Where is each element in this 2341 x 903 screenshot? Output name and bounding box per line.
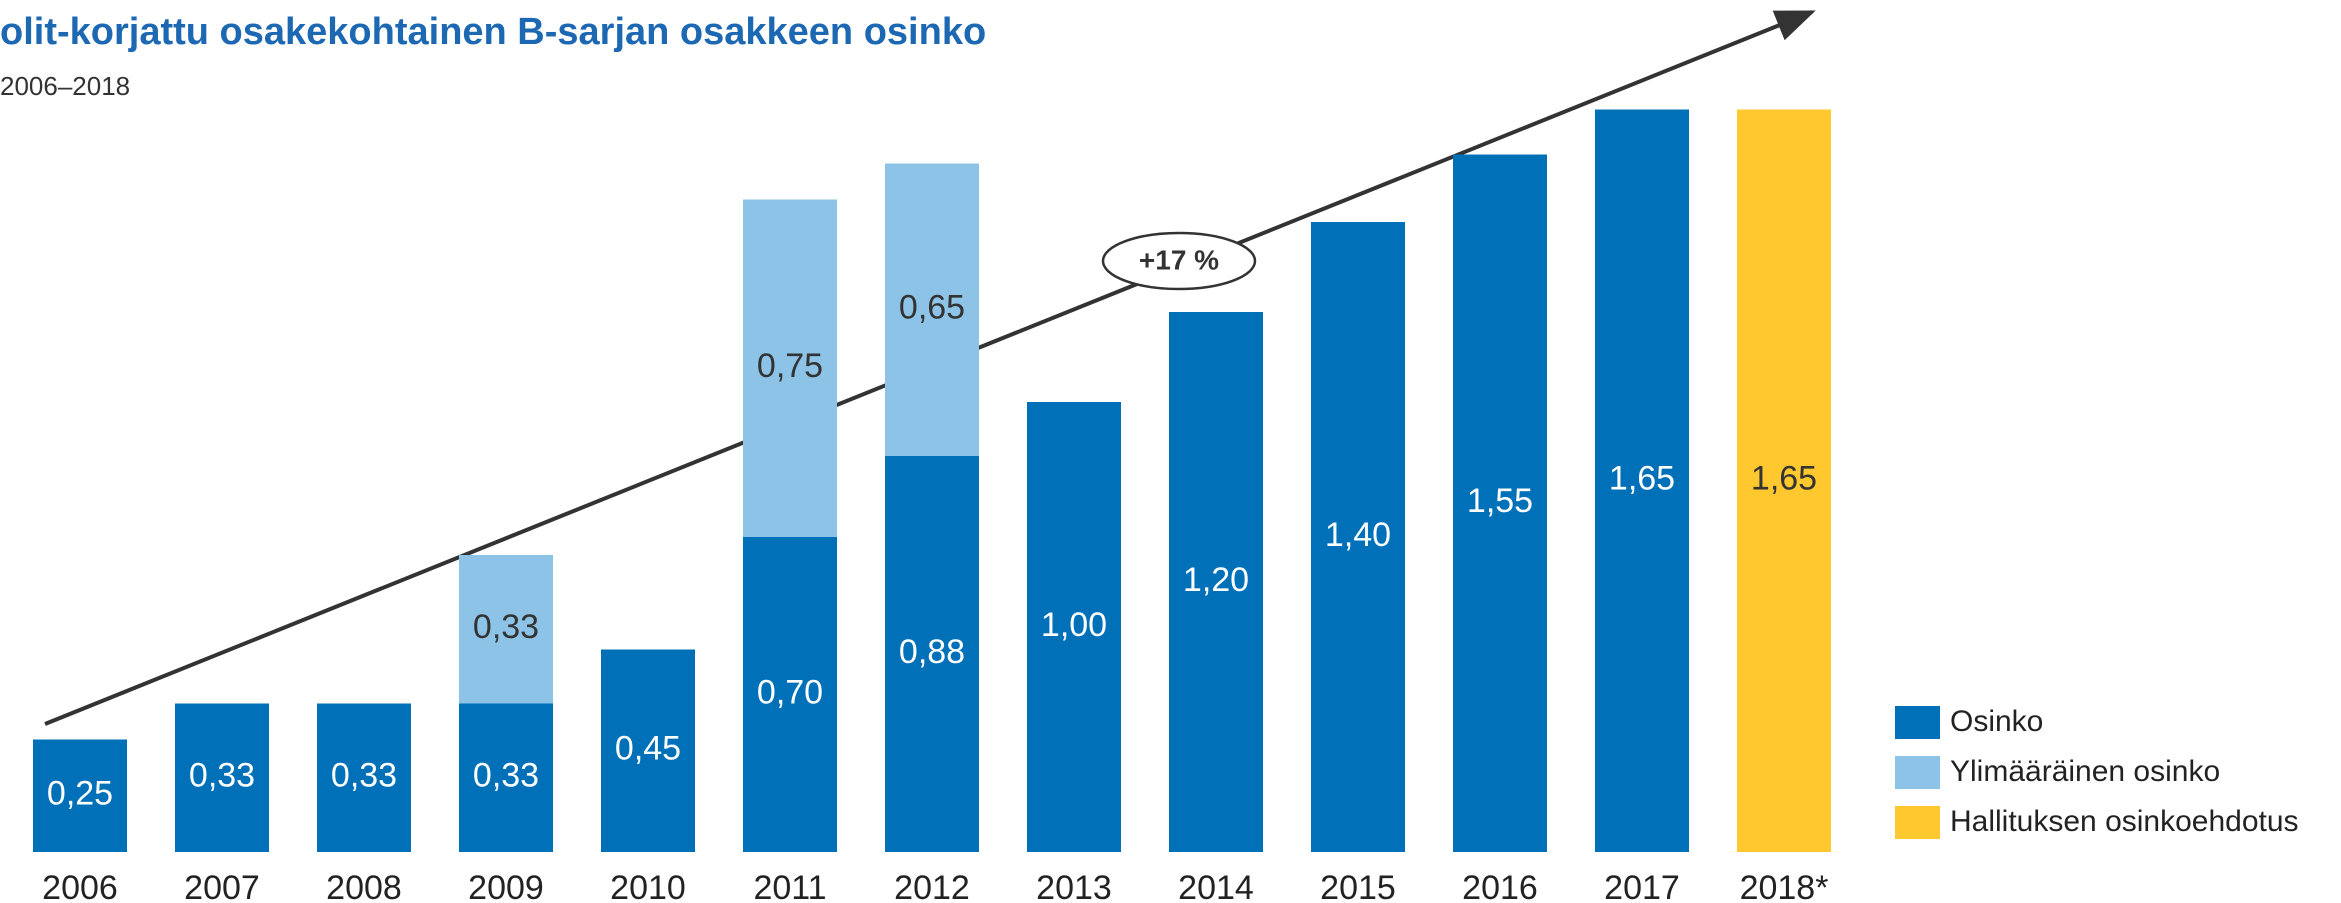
value-label: 1,65 <box>1751 460 1817 498</box>
x-tick-label: 2009 <box>468 869 544 903</box>
legend-swatch <box>1895 756 1940 789</box>
value-label: 1,00 <box>1041 606 1107 644</box>
x-tick-label: 2013 <box>1036 869 1112 903</box>
bar-segment <box>459 703 553 852</box>
value-label: 1,40 <box>1325 516 1391 554</box>
bar-segment <box>1737 109 1831 852</box>
value-label: 1,55 <box>1467 482 1533 520</box>
x-tick-label: 2014 <box>1178 869 1254 903</box>
x-tick-label: 2016 <box>1462 869 1538 903</box>
bar-segment <box>743 537 837 852</box>
legend-label: Osinko <box>1950 705 2043 738</box>
value-label: 0,33 <box>189 757 255 795</box>
bar-segment <box>175 703 269 852</box>
x-tick-label: 2015 <box>1320 869 1396 903</box>
bar-segment <box>1027 402 1121 852</box>
bar-segment <box>743 199 837 537</box>
value-label: 0,65 <box>899 289 965 327</box>
value-label: 0,75 <box>757 347 823 385</box>
x-tick-label: 2010 <box>610 869 686 903</box>
x-tick-label: 2011 <box>753 869 826 903</box>
x-tick-label: 2018* <box>1740 869 1829 903</box>
value-label: 1,20 <box>1183 561 1249 599</box>
value-label: 0,70 <box>757 673 823 711</box>
x-tick-label: 2008 <box>326 869 402 903</box>
value-label: 0,45 <box>615 730 681 768</box>
bar-segment <box>1169 312 1263 852</box>
annotation-bubble <box>1101 231 1257 291</box>
legend-label: Ylimääräinen osinko <box>1950 755 2220 788</box>
chart-title: olit-korjattu osakekohtainen B-sarjan os… <box>0 11 986 53</box>
chart-subtitle: 2006–2018 <box>0 71 130 101</box>
legend-swatch <box>1895 706 1940 739</box>
bar-segment <box>33 739 127 852</box>
value-label: 1,65 <box>1609 460 1675 498</box>
legend-swatch <box>1895 806 1940 839</box>
x-tick-label: 2007 <box>184 869 260 903</box>
x-tick-label: 2012 <box>894 869 970 903</box>
value-label: 0,25 <box>47 775 113 813</box>
annotation: +17 % <box>1139 244 1219 275</box>
bar-segment <box>317 703 411 852</box>
bar-segment <box>601 649 695 852</box>
bar-segment <box>885 163 979 456</box>
bar-segment <box>459 555 553 704</box>
x-tick-label: 2017 <box>1604 869 1680 903</box>
value-label: 0,88 <box>899 633 965 671</box>
legend-label: Hallituksen osinkoehdotus <box>1950 805 2299 838</box>
bar-segment <box>1311 222 1405 852</box>
x-tick-label: 2006 <box>42 869 118 903</box>
bar-segment <box>885 456 979 852</box>
value-label: 0,33 <box>473 757 539 795</box>
bar-segment <box>1595 109 1689 852</box>
value-label: 0,33 <box>331 757 397 795</box>
bar-segment <box>1453 154 1547 852</box>
value-label: 0,33 <box>473 608 539 646</box>
